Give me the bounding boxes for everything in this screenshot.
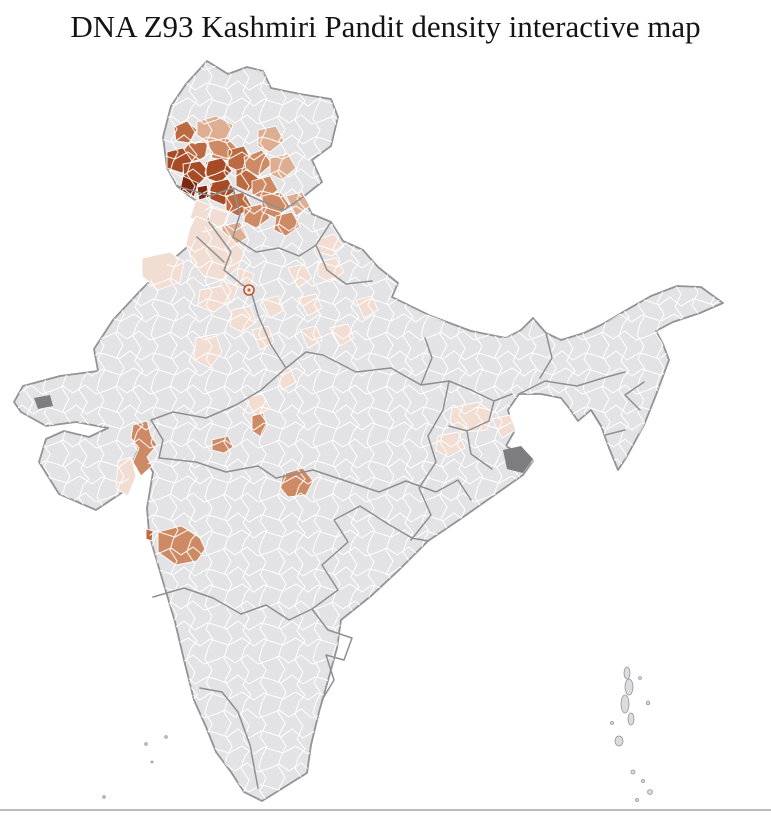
- district-mesh: [14, 61, 723, 801]
- sundarbans-delta: [503, 446, 533, 473]
- gujarat-coast-patch: [34, 395, 53, 409]
- delhi-ring-district[interactable]: [243, 284, 255, 296]
- page-title: DNA Z93 Kashmiri Pandit density interact…: [70, 9, 701, 44]
- state-borders: [150, 185, 645, 789]
- map-bottom-border: [0, 809, 771, 811]
- delta-patches: [34, 395, 533, 473]
- lakshadweep-islands[interactable]: [102, 735, 168, 799]
- andaman-nicobar-islands[interactable]: [610, 666, 653, 802]
